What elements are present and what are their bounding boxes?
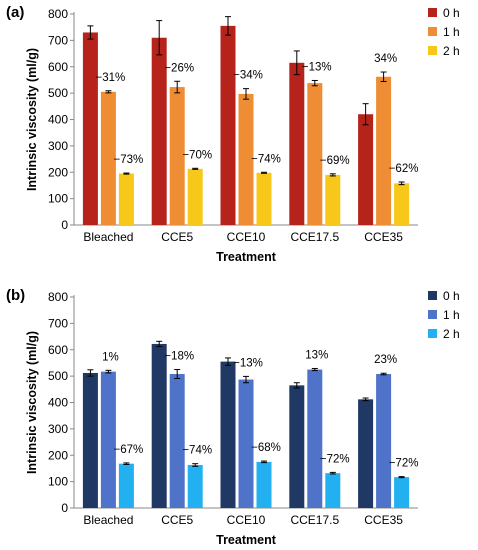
- data-label: −74%: [251, 153, 281, 165]
- bar: [394, 183, 410, 225]
- x-axis-title: Treatment: [216, 250, 277, 264]
- bar: [118, 463, 134, 508]
- legend-swatch: [428, 27, 437, 36]
- bar: [289, 385, 305, 508]
- x-tick-label: CCE5: [161, 513, 193, 527]
- bar: [394, 477, 410, 508]
- y-tick-label: 700: [48, 316, 68, 330]
- x-tick-label: Bleached: [83, 513, 133, 527]
- x-axis-title: Treatment: [216, 533, 277, 547]
- y-tick-label: 100: [48, 192, 68, 206]
- bar: [325, 473, 341, 508]
- legend-swatch: [428, 310, 437, 319]
- x-tick-label: CCE10: [227, 230, 266, 244]
- y-tick-label: 500: [48, 369, 68, 383]
- bar: [220, 25, 236, 226]
- x-tick-label: CCE17.5: [290, 513, 339, 527]
- bar: [118, 173, 134, 225]
- legend-swatch: [428, 291, 437, 300]
- y-tick-label: 0: [61, 501, 68, 515]
- bar: [100, 91, 116, 226]
- x-tick-label: CCE35: [364, 230, 403, 244]
- x-tick-label: CCE10: [227, 513, 266, 527]
- y-tick-label: 600: [48, 343, 68, 357]
- panel-label: (b): [6, 287, 25, 304]
- y-tick-label: 600: [48, 60, 68, 74]
- y-axis-title: Intrinsic viscosity (ml/g): [25, 331, 39, 474]
- bar: [220, 361, 236, 508]
- bar: [358, 399, 374, 508]
- legend-label: 0 h: [443, 289, 460, 303]
- data-label: 13%: [305, 349, 328, 361]
- x-tick-label: CCE5: [161, 230, 193, 244]
- legend-swatch: [428, 329, 437, 338]
- bar: [289, 62, 305, 226]
- bar: [376, 76, 392, 226]
- bar: [325, 174, 341, 225]
- data-label: −18%: [164, 351, 194, 363]
- bar: [238, 379, 254, 508]
- y-tick-label: 200: [48, 448, 68, 462]
- x-tick-label: Bleached: [83, 230, 133, 244]
- data-label: −68%: [251, 442, 281, 454]
- y-tick-label: 100: [48, 475, 68, 489]
- y-tick-label: 0: [61, 218, 68, 232]
- chart-panel-b: (b) 0 100 200 300 400 500 600 700 800 Intrinsic vi…: [6, 287, 460, 547]
- bar: [358, 114, 374, 225]
- data-label: −73%: [114, 154, 144, 166]
- x-tick-label: CCE17.5: [290, 230, 339, 244]
- bar: [151, 343, 167, 508]
- bar: [169, 87, 185, 225]
- bar: [307, 83, 323, 225]
- data-label: −67%: [114, 444, 144, 456]
- legend-swatch: [428, 46, 437, 55]
- bar: [151, 37, 167, 225]
- data-label: −62%: [389, 163, 419, 175]
- data-label: −34%: [233, 70, 263, 82]
- bar: [100, 371, 116, 508]
- panel-label: (a): [6, 4, 24, 21]
- bar: [187, 168, 203, 225]
- data-label: −69%: [320, 155, 350, 167]
- chart-panel-a: (a) 0 100 200 300 400 500 600 700 800 Intrinsic vi…: [6, 4, 460, 264]
- data-label: 1%: [102, 351, 119, 363]
- y-tick-label: 800: [48, 290, 68, 304]
- y-tick-label: 300: [48, 139, 68, 153]
- y-tick-label: 500: [48, 86, 68, 100]
- bar: [376, 374, 392, 508]
- y-tick-label: 200: [48, 165, 68, 179]
- bar: [169, 374, 185, 508]
- data-label: −13%: [302, 61, 332, 73]
- x-tick-label: CCE35: [364, 513, 403, 527]
- data-label: 34%: [374, 53, 397, 65]
- legend-label: 2 h: [443, 44, 460, 58]
- bar: [187, 465, 203, 508]
- y-tick-label: 800: [48, 7, 68, 21]
- data-label: −26%: [164, 62, 194, 74]
- data-label: −70%: [182, 149, 212, 161]
- legend-label: 1 h: [443, 308, 460, 322]
- y-tick-label: 400: [48, 113, 68, 127]
- y-tick-label: 400: [48, 396, 68, 410]
- data-label: −13%: [233, 357, 263, 369]
- data-label: 23%: [374, 354, 397, 366]
- legend-label: 1 h: [443, 25, 460, 39]
- data-label: −72%: [320, 453, 350, 465]
- y-tick-label: 700: [48, 33, 68, 47]
- legend-label: 2 h: [443, 327, 460, 341]
- bar: [256, 172, 272, 225]
- legend-swatch: [428, 8, 437, 17]
- y-tick-label: 300: [48, 422, 68, 436]
- data-label: −74%: [182, 445, 212, 457]
- bar: [256, 461, 272, 508]
- data-label: −31%: [96, 72, 126, 84]
- bar: [82, 32, 98, 226]
- legend-label: 0 h: [443, 6, 460, 20]
- bar: [307, 369, 323, 508]
- bar: [82, 372, 98, 508]
- bar: [238, 93, 254, 225]
- y-axis-title: Intrinsic viscosity (ml/g): [25, 48, 39, 191]
- data-label: −72%: [389, 458, 419, 470]
